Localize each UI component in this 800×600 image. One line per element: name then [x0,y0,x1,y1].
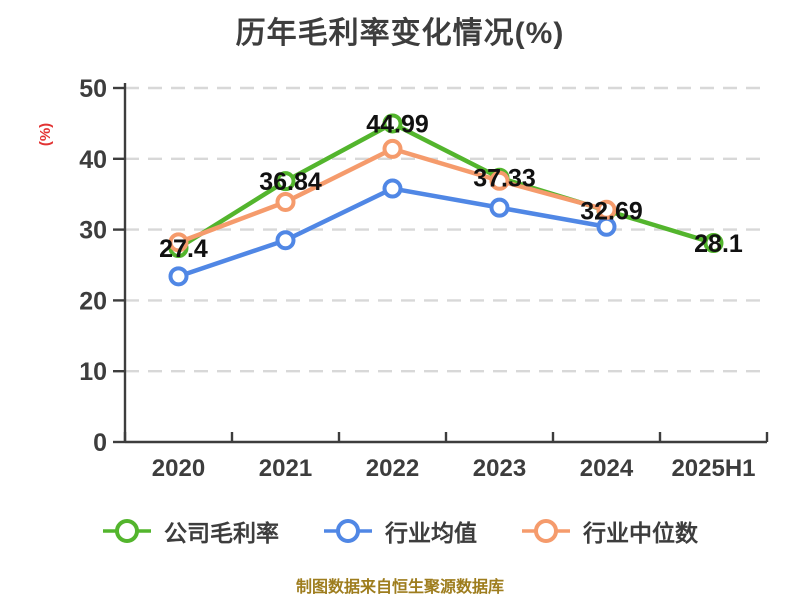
series-2-marker-1 [275,191,296,212]
series-2-marker-0 [168,232,189,253]
legend: 公司毛利率 行业均值 行业中位数 [0,514,800,548]
y-tick-label-50: 50 [79,75,107,103]
data-source-note: 制图数据来自恒生聚源数据库 [295,579,504,596]
series-1-marker-1 [275,230,296,251]
data-label-2021: 36.84 [259,168,322,196]
y-tick-label-20: 20 [79,287,107,315]
y-tick-label-10: 10 [79,358,107,386]
x-tick-label-2025H1: 2025H1 [671,455,755,482]
series-1-marker-0 [168,266,189,287]
y-tick-label-40: 40 [79,146,107,174]
legend-marker-industry-mean [324,519,372,543]
y-tick-label-0: 0 [93,429,107,457]
legend-label: 公司毛利率 [164,520,279,546]
data-label-2020: 27.4 [159,235,208,263]
x-tick-label-2021: 2021 [259,455,312,482]
data-label-2022: 44.99 [366,110,429,138]
data-label-2023: 37.33 [473,165,536,193]
legend-marker-industry-median [522,519,570,543]
y-tick-label-30: 30 [79,217,107,245]
x-tick-label-2024: 2024 [580,455,634,482]
series-2-marker-4 [596,199,617,220]
legend-label: 行业中位数 [583,520,698,546]
series-0-marker-5 [703,233,724,254]
series-1-marker-2 [382,178,403,199]
legend-label: 行业均值 [385,520,477,546]
data-label-2024: 32.69 [580,198,643,226]
legend-item-industry-median[interactable]: 行业中位数 [521,514,698,548]
series-0-marker-2 [382,113,403,134]
x-tick-label-2020: 2020 [152,455,205,482]
x-tick-label-2022: 2022 [366,455,419,482]
chart-title: 历年毛利率变化情况(%) [235,17,565,50]
series-line-0 [176,121,716,251]
legend-item-industry-mean[interactable]: 行业均值 [323,514,477,548]
x-tick-label-2023: 2023 [473,455,526,482]
data-label-2025H1: 28.1 [694,230,743,258]
series-0-marker-1 [275,171,296,192]
series-2-marker-3 [489,170,510,191]
legend-item-company-gross-margin[interactable]: 公司毛利率 [102,514,279,548]
series-line-1 [176,186,609,279]
series-1-marker-3 [489,197,510,218]
series-2-marker-2 [382,138,403,159]
legend-marker-company [103,519,151,543]
